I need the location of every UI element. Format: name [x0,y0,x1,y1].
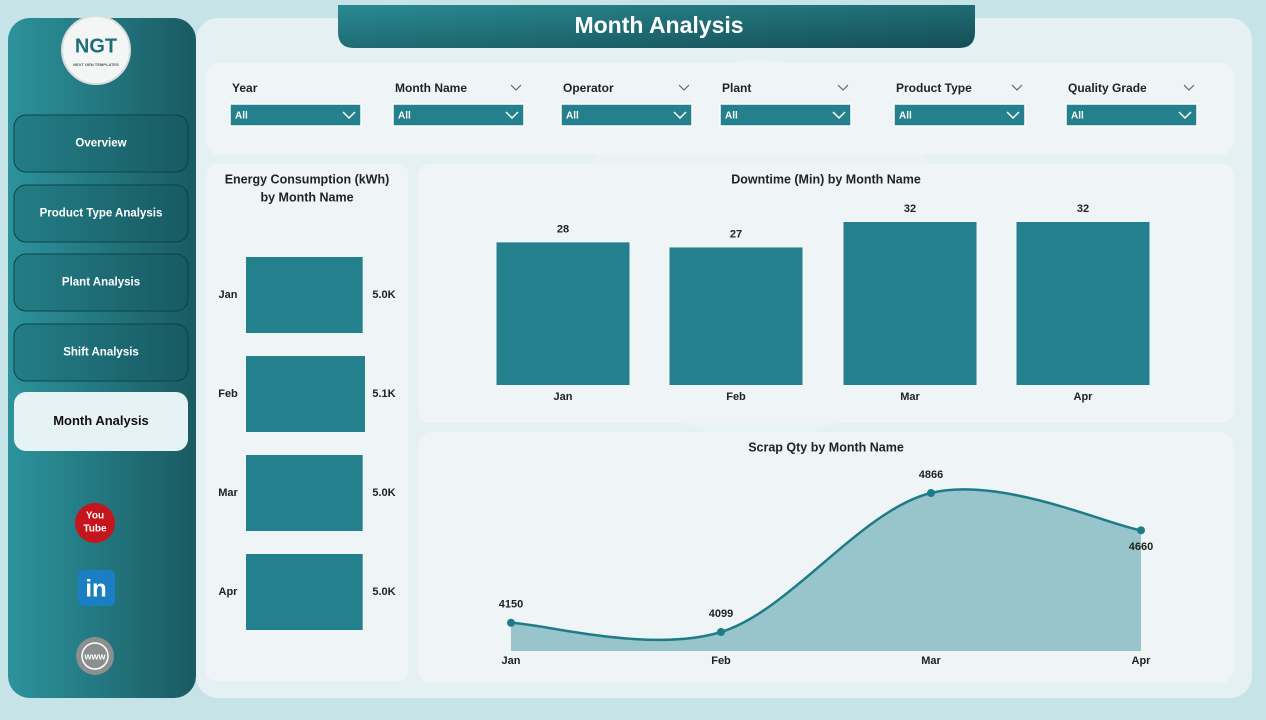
filter-label: Product Type [896,81,972,95]
chevron[interactable] [837,84,849,91]
data-label: 28 [557,223,569,235]
icon-text: You [86,511,104,522]
data-label: 27 [730,228,742,240]
bar [246,257,363,333]
filter-label: Month Name [395,81,467,95]
logo-tagline: NEXT GEN TEMPLATES [73,62,119,67]
chevron[interactable] [1011,84,1023,91]
data-label: 5.1K [372,388,395,400]
filter-label: Plant [722,81,751,95]
category-label: Jan [502,655,521,667]
dropdown[interactable] [719,103,852,127]
point [1137,526,1145,535]
chart-title: Scrap Qty by Month Name [748,440,904,454]
filter-label: Quality Grade [1068,81,1147,95]
dropdown-arrow [832,111,846,120]
dropdown[interactable] [560,103,693,127]
category-label: Jan [219,289,238,301]
category-label: Apr [1074,391,1094,403]
linkedin-icon[interactable] [78,570,115,606]
category-label: Mar [900,391,920,403]
nav-label: Overview [75,138,126,150]
youtube-icon[interactable] [75,503,115,543]
dropdown[interactable] [893,103,1026,127]
line [510,488,1142,642]
nav-label: Product Type Analysis [40,208,163,220]
data-label: 5.0K [372,586,395,598]
nav-button[interactable] [13,184,189,243]
bar [1016,222,1150,385]
dropdown-value: All [899,111,912,122]
data-label: 32 [1077,203,1089,215]
sidebar [8,18,196,698]
category-label: Apr [219,586,239,598]
category-label: Feb [711,655,731,667]
chevron[interactable] [678,84,690,91]
nav-label: Plant Analysis [62,277,140,289]
data-label: 5.0K [372,487,395,499]
bar [843,222,977,385]
nav-label: Shift Analysis [63,347,139,359]
dropdown[interactable] [392,103,525,127]
dropdown-arrow [505,111,519,120]
title-tab [338,5,975,48]
bar [496,242,630,385]
chart-title: by Month Name [260,190,353,204]
nav-button[interactable] [13,114,189,173]
point [717,628,725,636]
page-title: Month Analysis [574,12,743,38]
dropdown-value: All [725,111,738,122]
dropdown-arrow [342,111,356,120]
filter-label: Year [232,81,258,95]
dropdown[interactable] [229,103,362,127]
data-label: 32 [904,203,916,215]
category-label: Apr [1132,655,1152,667]
point [927,489,935,497]
filter-label: Operator [563,81,614,95]
bar [246,356,365,432]
category-label: Mar [921,655,941,667]
bar [246,455,363,531]
icon-text: Tube [83,524,107,535]
nav-button[interactable] [13,323,189,382]
icon-text: www [83,651,106,661]
dropdown-value: All [1071,111,1084,122]
dropdown-value: All [566,111,579,122]
bar [246,554,363,630]
category-label: Mar [218,487,238,499]
logo-name: NGT [75,35,117,57]
chart-title: Downtime (Min) by Month Name [731,172,921,186]
dropdown-arrow [1178,111,1192,120]
category-label: Feb [218,388,238,400]
chart-title: Energy Consumption (kWh) [225,172,390,186]
point [507,618,515,627]
category-label: Jan [554,391,573,403]
nav-label: Month Analysis [53,413,149,428]
logo [61,15,131,85]
dropdown-value: All [398,111,411,122]
globe [81,642,109,670]
data-label: 4660 [1129,541,1153,553]
chevron[interactable] [510,84,522,91]
bar [669,247,803,385]
data-label: 4866 [919,469,943,481]
chevron[interactable] [1183,84,1195,91]
dropdown-arrow [1006,111,1020,120]
dropdown-value: All [235,111,248,122]
nav-button[interactable] [14,392,188,451]
icon-text: in [85,575,106,602]
dropdown[interactable] [1065,103,1198,127]
area [511,489,1141,651]
data-label: 4150 [499,599,523,611]
nav-button[interactable] [13,253,189,312]
category-label: Feb [726,391,746,403]
data-label: 5.0K [372,289,395,301]
data-label: 4099 [709,608,733,620]
dropdown-arrow [673,111,687,120]
